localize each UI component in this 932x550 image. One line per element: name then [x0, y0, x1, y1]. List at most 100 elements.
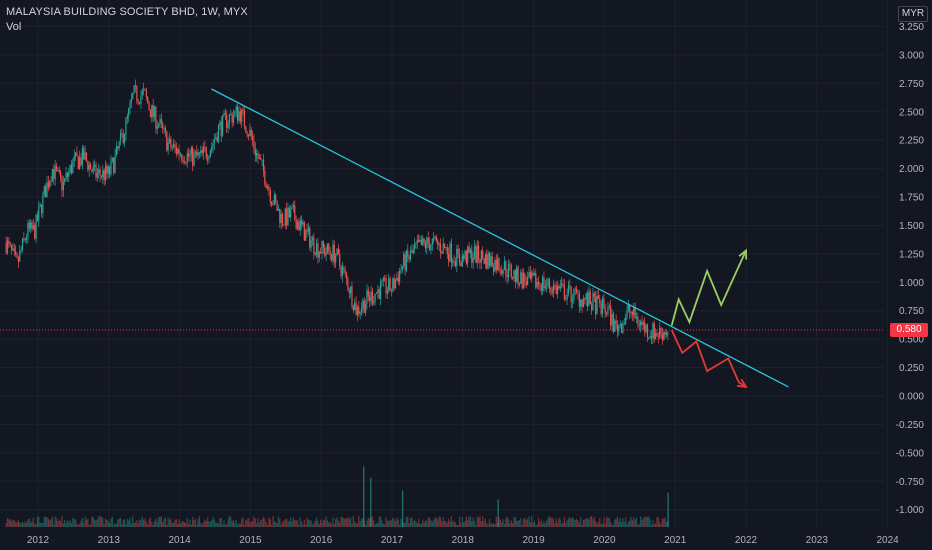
candle-body [324, 247, 326, 256]
candle-body [36, 214, 39, 221]
candle-body [194, 151, 196, 153]
volume-bar [566, 520, 568, 527]
candle-body [111, 158, 113, 161]
volume-bar [464, 521, 466, 527]
candle-body [149, 109, 152, 118]
volume-bar [19, 522, 21, 527]
candle-body [211, 146, 213, 151]
candle-body [631, 312, 634, 316]
volume-bar [328, 522, 330, 527]
candle-body [484, 254, 487, 264]
candle-body [276, 201, 278, 211]
candle-body [452, 260, 454, 263]
volume-bar [408, 523, 410, 527]
volume-indicator-label[interactable]: Vol [6, 21, 22, 33]
candle-body [382, 277, 384, 281]
y-tick-label: 2.250 [899, 136, 924, 147]
volume-bar [646, 516, 649, 527]
bull-projection[interactable] [670, 250, 747, 326]
volume-bar [245, 520, 247, 527]
volume-bar [524, 517, 526, 527]
candle-body [502, 269, 504, 274]
price-axis[interactable]: 3.250 3.000 2.750 2.500 2.250 2.000 1.750 1.500… [896, 22, 925, 516]
candle-body [622, 323, 624, 333]
candle-body [364, 304, 367, 313]
volume-bar [277, 516, 280, 527]
volume-bar [650, 524, 653, 527]
x-tick-label: 2015 [239, 535, 262, 546]
candle-body [171, 147, 173, 149]
candle-body [535, 273, 537, 288]
volume-bar [213, 519, 216, 527]
candle-body [193, 152, 195, 166]
candle-body [629, 305, 631, 313]
candle-body [307, 227, 310, 232]
candle-body [396, 277, 398, 281]
volume-bar [433, 519, 435, 527]
currency-badge[interactable]: MYR [898, 6, 928, 22]
volume-bar [272, 516, 274, 527]
volume-bar [468, 516, 470, 527]
time-axis[interactable]: 2012 2013 2014 2015 2016 2017 2018 2019 2020 2021… [27, 535, 899, 546]
candle-body [144, 89, 146, 91]
volume-bar [577, 520, 579, 527]
candle-body [389, 278, 391, 292]
candle-body [343, 267, 345, 270]
volume-bar [541, 523, 544, 527]
volume-bar [472, 517, 474, 527]
candle-body [311, 237, 314, 241]
candle-body [242, 109, 244, 111]
candle-body [96, 172, 98, 178]
candle-body [424, 242, 427, 249]
volume-bar [207, 517, 209, 527]
candle-body [209, 150, 211, 157]
volume-spike [667, 492, 669, 527]
candle-body [464, 251, 466, 259]
volume-bar [350, 517, 352, 527]
volume-bar [642, 518, 644, 527]
candle-body [269, 190, 271, 202]
bear-projection[interactable] [670, 329, 747, 388]
volume-bar [502, 519, 504, 527]
volume-bar [539, 521, 541, 527]
x-tick-label: 2018 [452, 535, 475, 546]
trendline[interactable] [211, 88, 789, 388]
volume-bar [629, 520, 631, 527]
volume-bar [452, 521, 454, 527]
candle-body [280, 213, 282, 223]
candle-body [287, 207, 289, 226]
candle-body [246, 132, 248, 136]
drawings[interactable] [211, 88, 789, 389]
volume-bar [149, 517, 152, 527]
volume-bar [262, 516, 265, 527]
candle-body [607, 307, 609, 314]
volume-bar [607, 517, 609, 527]
volume-bar [295, 520, 297, 527]
candle-body [140, 95, 142, 104]
volume-bar [237, 524, 239, 527]
candle-body [623, 323, 625, 325]
volume-bar [529, 522, 531, 527]
volume-bar [137, 522, 139, 527]
candle-body [103, 170, 105, 181]
candle-body [634, 306, 636, 319]
candle-body [419, 239, 421, 243]
candle-body [448, 253, 450, 262]
volume-bar [320, 519, 322, 527]
volume-bar [616, 516, 619, 527]
volume-bar [284, 519, 286, 527]
candle-body [480, 250, 482, 263]
candle-body [616, 323, 619, 332]
volume-bar [597, 522, 600, 527]
symbol-title[interactable]: MALAYSIA BUILDING SOCIETY BHD, 1W, MYX [6, 6, 248, 18]
candle-body [15, 251, 17, 255]
candle-body [567, 285, 570, 294]
volume-bar [329, 521, 331, 527]
candle-body [163, 127, 165, 129]
volume-bar [73, 518, 75, 527]
candle-body [314, 252, 316, 256]
volume-bar [513, 517, 515, 527]
volume-bar [181, 521, 183, 527]
volume-bar [12, 520, 14, 527]
